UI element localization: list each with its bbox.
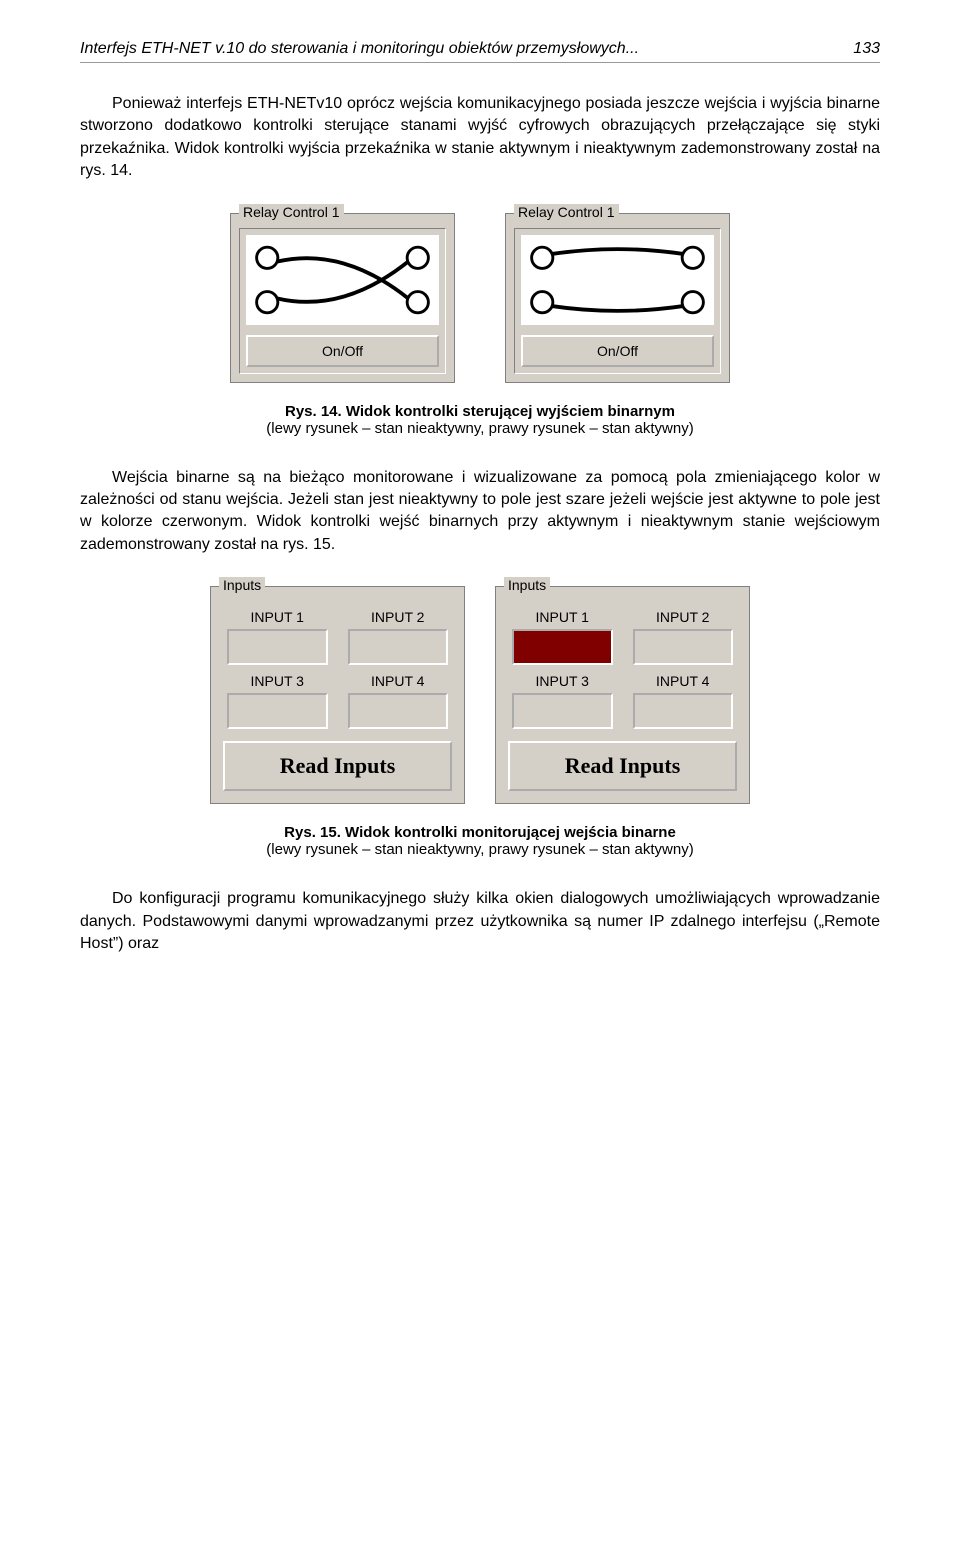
input-indicator-1-active [512,629,613,665]
relay-label-left: Relay Control 1 [239,204,344,220]
input-indicator-3 [227,693,328,729]
inputs-label-right: Inputs [504,577,550,593]
input-label-4: INPUT 4 [633,673,734,689]
input-label-3: INPUT 3 [512,673,613,689]
input-indicator-4 [348,693,449,729]
paragraph-2: Wejścia binarne są na bieżąco monitorowa… [80,467,880,557]
caption14-sub: (lewy rysunek – stan nieaktywny, prawy r… [266,420,693,437]
relay-panel-inactive: Relay Control 1 On/Off [230,213,455,383]
input-indicator-2 [633,629,734,665]
inputs-label-left: Inputs [219,577,265,593]
read-inputs-button-right[interactable]: Read Inputs [508,741,737,791]
input-indicator-2 [348,629,449,665]
caption15-bold: Rys. 15. Widok kontrolki monitorującej w… [284,824,676,841]
paragraph-1: Ponieważ interfejs ETH-NETv10 oprócz wej… [80,93,880,183]
input-label-4: INPUT 4 [348,673,449,689]
figure-14-caption: Rys. 14. Widok kontrolki sterującej wyjś… [80,403,880,437]
relay-panel-active: Relay Control 1 On/Off [505,213,730,383]
inputs-grid: INPUT 1 INPUT 2 INPUT 3 INPUT 4 [211,605,464,741]
relay-toggle-button-right[interactable]: On/Off [521,335,714,367]
paragraph-3: Do konfiguracji programu komunikacyjnego… [80,888,880,955]
input-label-2: INPUT 2 [348,609,449,625]
input-label-2: INPUT 2 [633,609,734,625]
inputs-panel-inactive: Inputs INPUT 1 INPUT 2 INPUT 3 INPUT 4 R… [210,586,465,804]
input-indicator-3 [512,693,613,729]
relay-diagram-active [521,235,714,325]
input-indicator-1 [227,629,328,665]
header-page-number: 133 [853,40,880,58]
input-indicator-4 [633,693,734,729]
inputs-row: Inputs INPUT 1 INPUT 2 INPUT 3 INPUT 4 R… [80,586,880,804]
relay-inner: On/Off [514,228,721,374]
relay-controls-row: Relay Control 1 On/Off Relay Control 1 [80,213,880,383]
relay-diagram-inactive [246,235,439,325]
header-title: Interfejs ETH-NET v.10 do sterowania i m… [80,40,639,58]
inputs-panel-active: Inputs INPUT 1 INPUT 2 INPUT 3 INPUT 4 R… [495,586,750,804]
input-label-3: INPUT 3 [227,673,328,689]
caption14-bold: Rys. 14. Widok kontrolki sterującej wyjś… [285,403,675,420]
input-label-1: INPUT 1 [512,609,613,625]
read-inputs-button-left[interactable]: Read Inputs [223,741,452,791]
relay-label-right: Relay Control 1 [514,204,619,220]
figure-15-caption: Rys. 15. Widok kontrolki monitorującej w… [80,824,880,858]
inputs-grid: INPUT 1 INPUT 2 INPUT 3 INPUT 4 [496,605,749,741]
caption15-sub: (lewy rysunek – stan nieaktywny, prawy r… [266,841,693,858]
relay-inner: On/Off [239,228,446,374]
page-header: Interfejs ETH-NET v.10 do sterowania i m… [80,40,880,63]
input-label-1: INPUT 1 [227,609,328,625]
relay-toggle-button-left[interactable]: On/Off [246,335,439,367]
